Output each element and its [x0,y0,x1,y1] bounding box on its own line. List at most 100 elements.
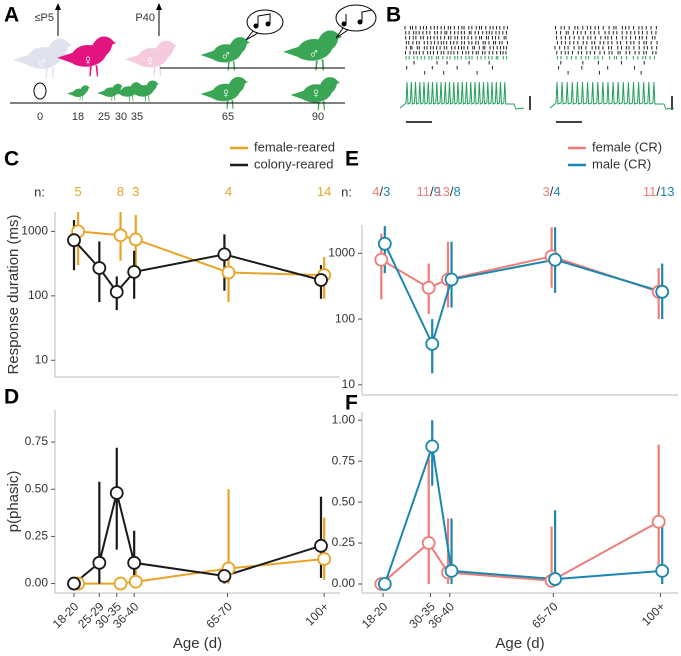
y-tick-label: 10 [342,377,356,391]
data-point [128,574,143,589]
data-point [109,486,124,500]
series-line [73,492,322,585]
legend-label: colony-reared [254,156,334,171]
n-count: 4 [225,184,232,199]
n-separator: / [550,184,554,199]
data-point [109,285,124,299]
y-axis-label: p(phasic) [5,471,22,533]
age-label: 0 [37,111,43,123]
time-marker: ≤P5 [35,12,55,24]
y-tick-label: 0.25 [25,529,49,543]
data-point [444,563,459,578]
data-point [425,336,440,351]
data-point [421,536,436,550]
series-line [73,239,322,294]
x-tick-label: 100+ [639,599,668,628]
n-count-value: 14 [317,184,331,199]
arrow-head [156,3,162,10]
y-tick-label: 0.25 [332,535,356,549]
n-count-value: 3 [543,184,550,199]
panel-label: E [345,148,359,171]
bird [127,80,159,102]
legend-label: male (CR) [592,156,651,171]
legend-label: female-reared [254,139,335,154]
data-point [425,439,440,454]
n-count-value: 3 [383,184,390,199]
x-tick-label: 18-20 [359,599,391,631]
sex-symbol: ♀ [310,85,321,102]
data-point [377,577,392,591]
data-point [655,563,670,578]
n-separator: / [656,184,660,199]
arrow-head [55,3,61,10]
n-count-value: 3 [132,184,139,199]
data-point [651,514,666,529]
y-axis-label: Response duration (ms) [5,214,22,374]
n-count: 3/4 [543,184,561,199]
x-tick-label: 18-20 [50,599,82,631]
data-point [92,555,107,570]
n-separator: / [379,184,383,199]
age-label: 90 [312,111,324,123]
y-tick-label: 0.00 [332,576,356,590]
y-tick-label: 100 [335,311,355,325]
data-point [317,552,332,566]
n-count-value: 13 [660,184,674,199]
data-point [217,247,232,262]
panel-label: B [386,4,401,27]
sex-symbol: ♀ [144,53,155,70]
sex-symbol: ♀ [220,85,231,102]
n-count-value: 13 [435,184,449,199]
panel-label: F [345,392,358,415]
song-bubble [245,4,377,41]
n-count: 11/13 [643,184,675,199]
n-separator: / [430,184,434,199]
data-point [377,236,392,251]
y-tick-label: 10 [35,352,49,366]
data-point [548,252,563,267]
n-count-value: 8 [453,184,460,199]
data-point [655,284,670,299]
data-point [127,265,142,279]
y-tick-label: 100 [28,288,48,302]
y-tick-label: 1000 [21,224,48,238]
bird [67,85,90,101]
data-point [113,576,128,591]
data-point [217,569,232,583]
schematic: ≤P5 P40 ♂ ♀ ♀ ♂ ♂ ♀ ♀ [10,3,377,123]
n-count-value: 4 [553,184,560,199]
age-label: 25 [98,111,110,123]
n-count: 5 [74,184,81,199]
x-tick-label: 65-70 [203,599,235,631]
n-separator: / [450,184,454,199]
sex-symbol: ♀ [82,52,93,69]
data-point [421,280,436,295]
voltage-trace [399,81,525,110]
data-point [67,233,81,248]
n-count: 4/3 [372,184,390,199]
data-point [127,555,142,570]
series-line [383,446,663,585]
age-label: 65 [222,111,234,123]
n-label: n: [34,184,45,199]
data-point [314,538,328,553]
y-tick-label: 1000 [328,246,355,260]
n-count-value: 5 [74,184,81,199]
n-label: n: [341,184,352,199]
sex-symbol: ♂ [308,45,319,62]
data-point [374,252,389,267]
age-label: 30 [115,111,127,123]
y-tick-label: 0.75 [332,453,356,467]
voltage-trace [549,81,675,110]
y-tick-label: 0.75 [25,434,49,448]
y-tick-label: 0.50 [332,494,356,508]
x-tick-label: 100+ [303,599,332,628]
n-count: 13/8 [435,184,460,199]
data-point [314,273,328,287]
n-count-value: 11 [643,184,657,199]
n-count-value: 9 [434,184,441,199]
panel-label: A [4,4,19,27]
age-label: 18 [72,111,84,123]
x-axis-label: Age (d) [173,635,222,652]
x-tick-label: 65-70 [529,599,561,631]
